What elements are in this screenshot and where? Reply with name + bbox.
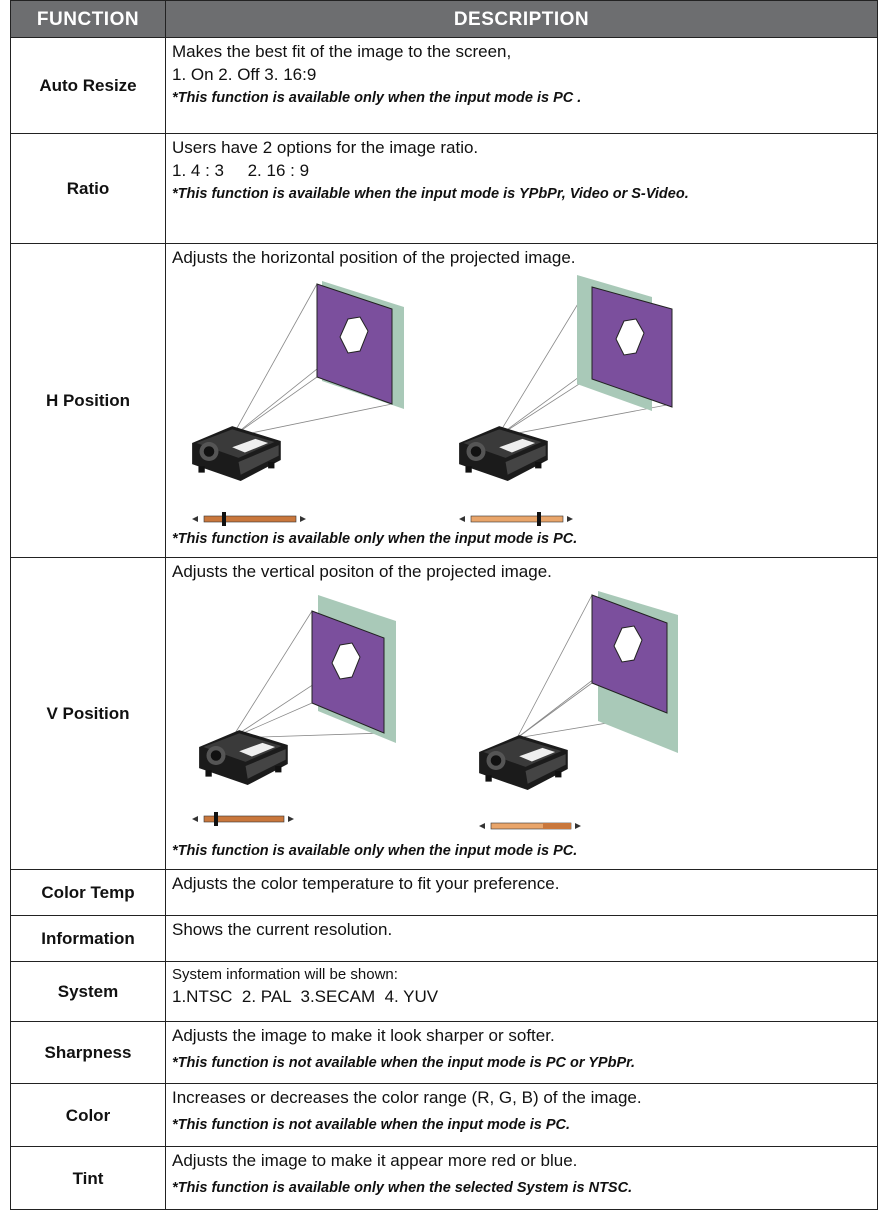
function-name: V Position: [10, 557, 166, 870]
v-position-illustration: [192, 591, 678, 830]
line: Increases or decreases the color range (…: [172, 1088, 642, 1107]
description: Makes the best fit of the image to the s…: [165, 37, 878, 134]
line: Makes the best fit of the image to the s…: [172, 42, 512, 61]
row: System System information will be shown:…: [10, 961, 878, 1022]
h-position-illustration: [192, 275, 673, 526]
description: Users have 2 options for the image ratio…: [165, 133, 878, 244]
row: V Position Adjusts the vertical positon …: [10, 557, 878, 870]
function-name: Auto Resize: [10, 37, 166, 134]
note: *This function is available only when th…: [172, 1180, 633, 1196]
function-name: Ratio: [10, 133, 166, 244]
line: 1.NTSC 2. PAL 3.SECAM 4. YUV: [172, 987, 439, 1006]
line: Shows the current resolution.: [172, 920, 393, 939]
note: *This function is not available when the…: [172, 1055, 635, 1071]
function-name: Tint: [10, 1146, 166, 1210]
row: Color Increases or decreases the color r…: [10, 1083, 878, 1147]
function-name: H Position: [10, 243, 166, 558]
function-table: FUNCTION DESCRIPTION Auto Resize Makes t…: [10, 0, 878, 1210]
function-name: Information: [10, 915, 166, 962]
description: Adjusts the image to make it appear more…: [165, 1146, 878, 1210]
header-cell: DESCRIPTION: [165, 0, 878, 38]
line: System information will be shown:: [172, 966, 398, 983]
row: H Position Adjusts the horizontal positi…: [10, 243, 878, 558]
function-name: Color Temp: [10, 869, 166, 916]
description: Adjusts the horizontal position of the p…: [165, 243, 878, 558]
row: Auto Resize Makes the best fit of the im…: [10, 37, 878, 134]
note: *This function is not available when the…: [172, 1117, 570, 1133]
note: *This function is available only when th…: [172, 90, 582, 106]
note: *This function is available when the inp…: [172, 186, 689, 202]
line: Adjusts the horizontal position of the p…: [172, 248, 576, 267]
function-name: System: [10, 961, 166, 1022]
row: Color Temp Adjusts the color temperature…: [10, 869, 878, 916]
line: Adjusts the image to make it appear more…: [172, 1151, 578, 1170]
line: Adjusts the vertical positon of the proj…: [172, 562, 552, 581]
description: Shows the current resolution.: [165, 915, 878, 962]
function-name: Color: [10, 1083, 166, 1147]
line: Adjusts the color temperature to fit you…: [172, 874, 560, 893]
header-cell: FUNCTION: [10, 0, 166, 38]
header-row: FUNCTION DESCRIPTION: [10, 0, 878, 38]
description: Increases or decreases the color range (…: [165, 1083, 878, 1147]
function-name: Sharpness: [10, 1021, 166, 1084]
note: *This function is available only when th…: [172, 843, 578, 859]
line: Adjusts the image to make it look sharpe…: [172, 1026, 555, 1045]
description: Adjusts the image to make it look sharpe…: [165, 1021, 878, 1084]
row: Tint Adjusts the image to make it appear…: [10, 1146, 878, 1210]
row: Information Shows the current resolution…: [10, 915, 878, 962]
description: Adjusts the color temperature to fit you…: [165, 869, 878, 916]
row: Ratio Users have 2 options for the image…: [10, 133, 878, 244]
description: System information will be shown: 1.NTSC …: [165, 961, 878, 1022]
row: Sharpness Adjusts the image to make it l…: [10, 1021, 878, 1084]
description: Adjusts the vertical positon of the proj…: [165, 557, 878, 870]
note: *This function is available only when th…: [172, 531, 578, 547]
line: 1. 4 : 3 2. 16 : 9: [172, 161, 310, 180]
line: 1. On 2. Off 3. 16:9: [172, 65, 317, 84]
line: Users have 2 options for the image ratio…: [172, 138, 479, 157]
